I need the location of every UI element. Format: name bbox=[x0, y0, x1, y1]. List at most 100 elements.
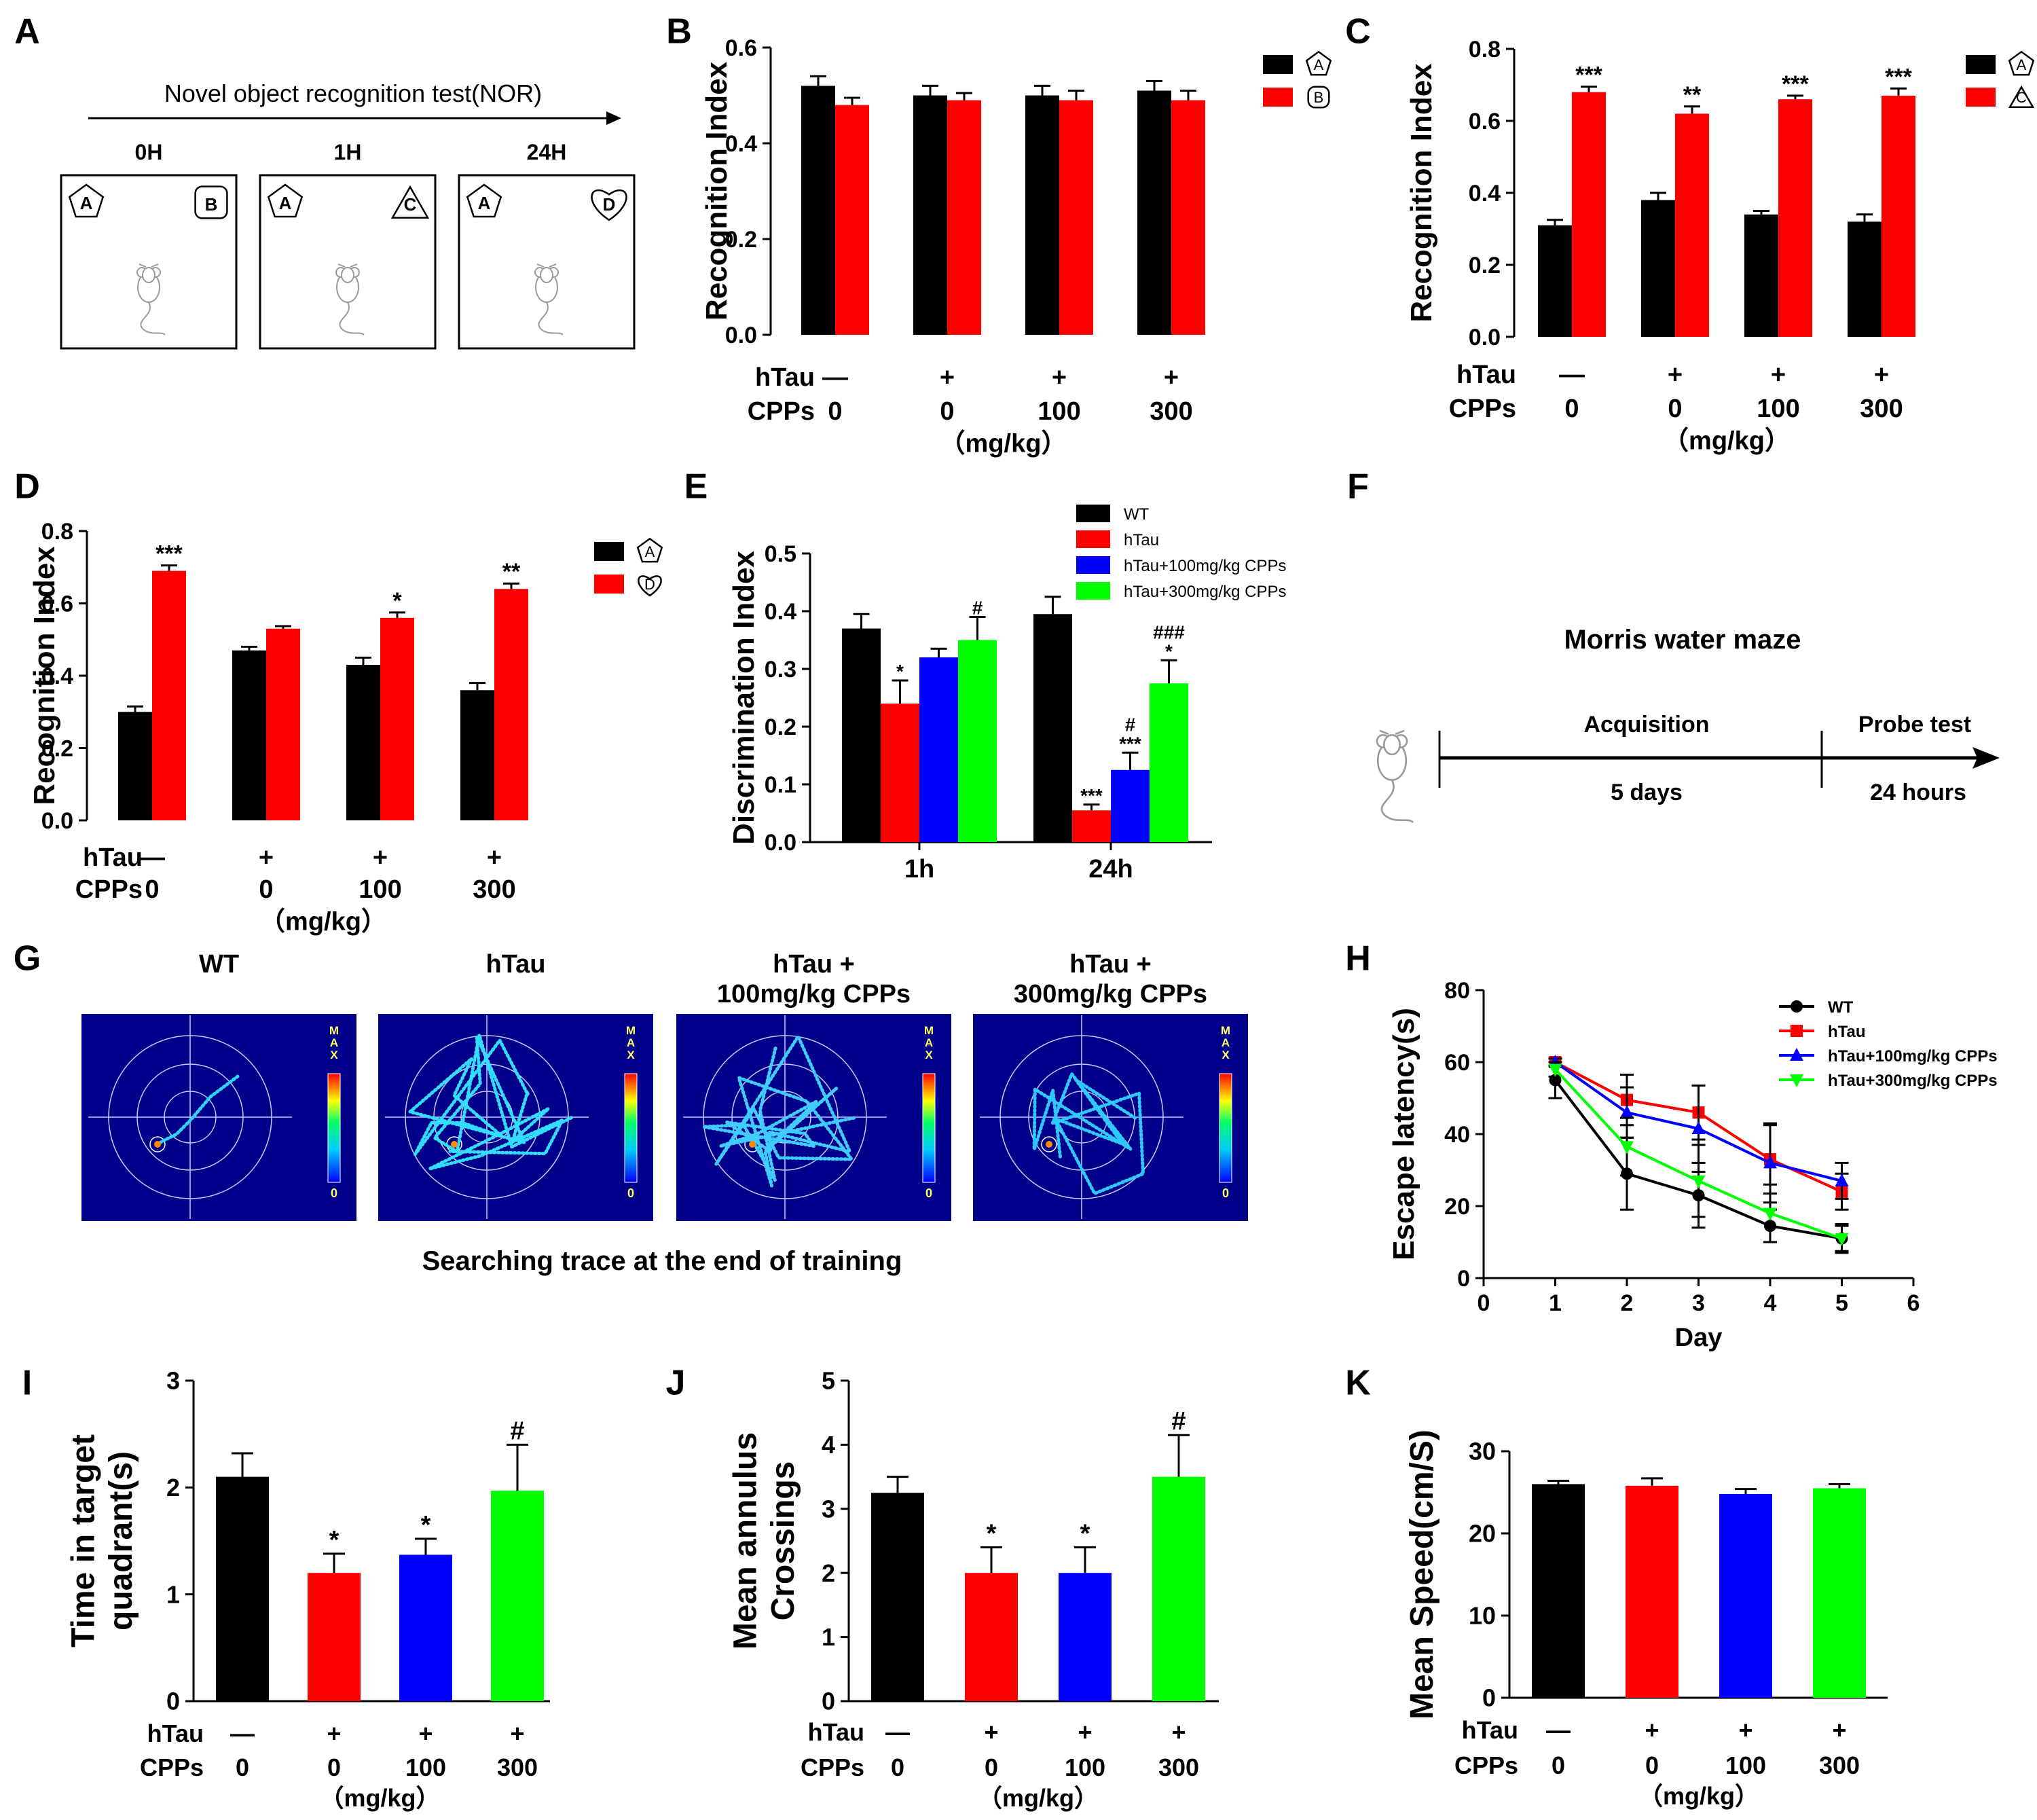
square-object-icon bbox=[1307, 86, 1330, 109]
y-tick-label: 0.1 bbox=[765, 772, 796, 798]
chart-k: 0 10 20 30 Mean Speed(cm/S) hTau CPPs — 0 +0 +100 +… bbox=[1404, 1430, 1888, 1810]
nor-object-left-label: A bbox=[80, 193, 93, 213]
nor-object-right-label: D bbox=[603, 194, 616, 215]
chart-i: 0 1 2 3 Time in targetquadrant(s) * * # hTau CPPs… bbox=[66, 1367, 550, 1812]
y-tick-label: 0.2 bbox=[765, 714, 796, 740]
legend-swatch bbox=[594, 575, 624, 594]
legend-swatch bbox=[594, 542, 624, 561]
color-scale-max-label-line: M bbox=[329, 1024, 339, 1037]
significance-label: * bbox=[987, 1519, 997, 1548]
nor-object-left-label: A bbox=[279, 193, 292, 213]
cpps-dose: 100 bbox=[1725, 1751, 1766, 1779]
significance-label: * bbox=[1080, 1519, 1090, 1548]
y-tick-label: 1 bbox=[822, 1623, 835, 1651]
bar-a-0 bbox=[1538, 225, 1572, 337]
htau-row-label: hTau bbox=[83, 843, 143, 872]
bar-j-1 bbox=[965, 1573, 1018, 1701]
y-tick-label: 5 bbox=[822, 1367, 835, 1395]
mouse-icon bbox=[335, 263, 365, 335]
color-scale-bar bbox=[1219, 1073, 1232, 1183]
y-tick-label: 1 bbox=[166, 1580, 180, 1608]
bar-i-1 bbox=[308, 1573, 361, 1701]
y-tick-label: 0.6 bbox=[1469, 109, 1501, 134]
y-tick-label: 0.8 bbox=[1469, 37, 1501, 62]
significance-label: *** bbox=[1080, 785, 1103, 806]
htau-status: + bbox=[1645, 1716, 1659, 1744]
htau-status: + bbox=[940, 363, 955, 392]
trace-group-title-line2: 100mg/kg CPPs bbox=[717, 980, 911, 1008]
htau-status: + bbox=[510, 1719, 524, 1747]
chart-h: 0 20 40 60 80 0 1 2 3 4 5 6 Day Escape latency(s) WT hT… bbox=[1387, 978, 1998, 1352]
bar-a-2 bbox=[1744, 214, 1778, 337]
y-tick-label: 3 bbox=[166, 1367, 180, 1395]
color-scale-max-label-line: X bbox=[925, 1049, 933, 1061]
legend-swatch bbox=[1076, 556, 1110, 574]
x-tick-label: 2 bbox=[1621, 1290, 1634, 1316]
panel-letter-g: G bbox=[14, 939, 41, 979]
platform-marker bbox=[149, 1136, 166, 1152]
legend-swatch bbox=[1966, 88, 1996, 107]
pentagon-object-icon bbox=[267, 183, 304, 218]
color-scale-min-label: 0 bbox=[627, 1186, 634, 1200]
dose-unit: （mg/kg） bbox=[1638, 1782, 1759, 1810]
cpps-row-label: CPPs bbox=[75, 875, 143, 904]
color-scale-min-label: 0 bbox=[331, 1186, 337, 1200]
cpps-dose: 0 bbox=[1668, 395, 1682, 423]
y-axis-label-line: Time in target bbox=[66, 1434, 102, 1648]
cpps-dose: 0 bbox=[1564, 395, 1579, 423]
y-tick-label: 20 bbox=[1444, 1194, 1470, 1220]
x-tick-label: 6 bbox=[1907, 1290, 1920, 1316]
mouse-icon bbox=[534, 263, 564, 335]
y-tick-label: 0 bbox=[1482, 1684, 1496, 1712]
cpps-row-label: CPPs bbox=[1454, 1751, 1518, 1779]
bar-i-2 bbox=[399, 1554, 452, 1701]
y-axis-label: Time in targetquadrant(s) bbox=[66, 1434, 139, 1648]
color-scale-max-label-line: A bbox=[1222, 1036, 1230, 1049]
significance-label: # bbox=[1171, 1407, 1186, 1436]
mouse-whisker bbox=[151, 263, 159, 268]
y-tick-label: 0.0 bbox=[725, 323, 757, 348]
pentagon-object-icon bbox=[636, 537, 663, 563]
cpps-dose: 300 bbox=[497, 1753, 538, 1781]
color-scale-min-label: 0 bbox=[925, 1186, 932, 1200]
cpps-dose: 0 bbox=[145, 875, 159, 904]
cpps-dose: 0 bbox=[1552, 1751, 1565, 1779]
nor-title: Novel object recognition test(NOR) bbox=[164, 79, 542, 107]
mouse-head bbox=[540, 267, 553, 283]
bar-d-0 bbox=[152, 570, 186, 820]
legend-swatch bbox=[1263, 88, 1293, 107]
panel-letter-a: A bbox=[14, 12, 40, 52]
y-tick-label: 0.3 bbox=[765, 657, 796, 682]
data-point-marker bbox=[1691, 1121, 1706, 1135]
data-point-marker bbox=[1620, 1141, 1634, 1154]
significance-label: * bbox=[329, 1526, 340, 1554]
bar-a-2 bbox=[346, 665, 380, 820]
mouse-head bbox=[142, 267, 155, 283]
heart-object-icon bbox=[591, 189, 627, 221]
significance-label: # bbox=[510, 1417, 524, 1445]
significance-label: *** bbox=[155, 541, 183, 567]
y-tick-label: 0.4 bbox=[725, 131, 757, 157]
bar-c-3 bbox=[1882, 95, 1915, 337]
mouse-whisker bbox=[549, 263, 557, 268]
significance-label: * bbox=[421, 1511, 431, 1540]
y-tick-label: 10 bbox=[1469, 1602, 1496, 1630]
significance-line: * bbox=[896, 661, 904, 682]
data-point-marker bbox=[1691, 1175, 1706, 1188]
y-axis-label-line: Crossings bbox=[765, 1461, 801, 1621]
htau-status: + bbox=[1052, 363, 1067, 392]
y-axis-label: Mean Speed(cm/S) bbox=[1404, 1430, 1440, 1719]
trace-group-title: hTau + bbox=[773, 950, 855, 979]
data-point-marker bbox=[1791, 1000, 1803, 1013]
legend-label: hTau bbox=[1124, 531, 1159, 549]
panel-letters: A B CD E FG HI J K bbox=[14, 12, 1371, 1403]
bar-a-3 bbox=[1848, 221, 1882, 337]
bar-a-3 bbox=[1137, 90, 1171, 335]
legend-label: A bbox=[1314, 56, 1324, 73]
trace-group-title: hTau + bbox=[1069, 950, 1152, 979]
y-axis-label-line: Recognition Index bbox=[700, 61, 733, 321]
legend-label: hTau+100mg/kg CPPs bbox=[1124, 557, 1286, 575]
